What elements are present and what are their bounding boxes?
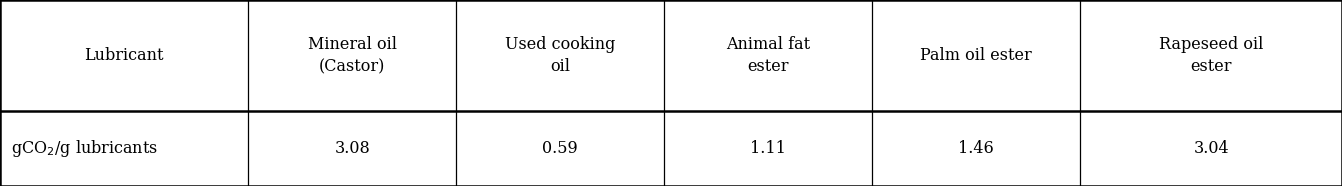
- Text: Rapeseed oil
ester: Rapeseed oil ester: [1159, 36, 1263, 75]
- Text: 1.11: 1.11: [750, 140, 786, 157]
- Bar: [872, 111, 1080, 186]
- Text: 1.46: 1.46: [958, 140, 994, 157]
- Text: Palm oil ester: Palm oil ester: [921, 47, 1032, 64]
- Bar: [456, 0, 664, 111]
- Bar: [1080, 0, 1342, 111]
- Text: Mineral oil
(Castor): Mineral oil (Castor): [307, 36, 397, 75]
- Text: Animal fat
ester: Animal fat ester: [726, 36, 811, 75]
- Bar: [248, 0, 456, 111]
- Bar: [248, 111, 456, 186]
- Text: 3.04: 3.04: [1193, 140, 1229, 157]
- Bar: [872, 0, 1080, 111]
- Bar: [0, 0, 248, 111]
- Bar: [664, 111, 872, 186]
- Text: 3.08: 3.08: [334, 140, 370, 157]
- Bar: [0, 111, 248, 186]
- Bar: [664, 0, 872, 111]
- Bar: [1080, 111, 1342, 186]
- Text: 0.59: 0.59: [542, 140, 578, 157]
- Text: gCO$_2$/g lubricants: gCO$_2$/g lubricants: [11, 138, 158, 159]
- Bar: [456, 111, 664, 186]
- Text: Lubricant: Lubricant: [85, 47, 164, 64]
- Text: Used cooking
oil: Used cooking oil: [505, 36, 616, 75]
